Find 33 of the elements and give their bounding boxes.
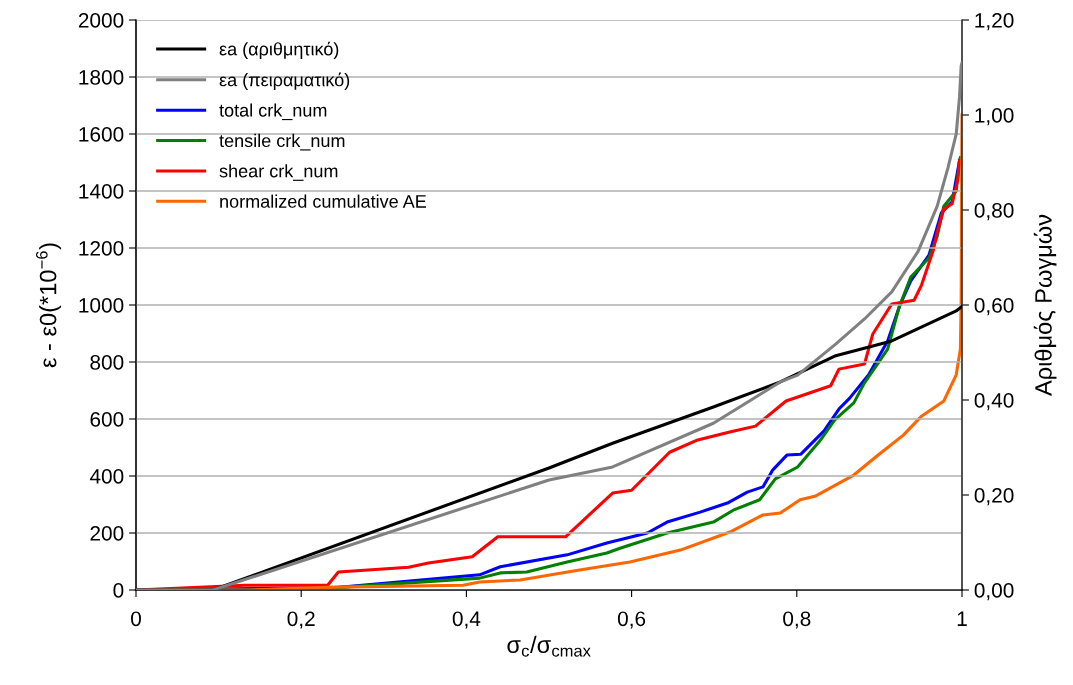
y-tick-label: 1400	[79, 184, 124, 199]
y-tick-label: 1800	[79, 70, 124, 85]
y-tick-label: 800	[90, 355, 124, 370]
x-tick-label: 0	[131, 611, 141, 627]
y2-tick-label: 0,00	[974, 583, 1014, 601]
y-axis-title: ε - ε0(*10$^{−6}$)	[35, 243, 62, 368]
x-axis-title: σ$_{c}$/σ$_{cmax}$	[507, 635, 591, 657]
y2-tick-label: 1,00	[975, 108, 1014, 126]
y-tick-label: 400	[89, 469, 124, 484]
y-tick-label: 200	[90, 526, 124, 541]
y-tick-label: 1000	[79, 298, 124, 313]
x-tick-label: 0,4	[452, 611, 481, 629]
x-tick-label: 0,8	[783, 611, 811, 629]
y-tick-label: 600	[90, 412, 124, 427]
y2-tick-label: 1,20	[975, 13, 1014, 31]
y-tick-label: 1200	[79, 241, 124, 256]
y-tick-label: 2000	[78, 13, 124, 28]
y2-tick-label: 0,80	[974, 203, 1014, 221]
x-tick-label: 1	[957, 611, 967, 626]
y2-tick-label: 0,60	[974, 298, 1014, 316]
y-tick-label: 0	[113, 583, 124, 598]
legend-label: εa (αριθμητικό)	[219, 41, 339, 60]
y2-tick-label: 0,40	[974, 393, 1014, 411]
y2-axis-title: Αριθμός Ρωγμών	[1033, 214, 1057, 396]
legend-label: total crk_num	[219, 103, 327, 121]
x-tick-label: 0,2	[287, 611, 315, 629]
legend-label: normalized cumulative AE	[220, 194, 427, 208]
legend-label: tensile crk_num	[219, 133, 345, 151]
legend-label: εa (πειραματικό)	[219, 72, 350, 90]
legend-label: shear crk_num	[219, 164, 338, 181]
x-tick-label: 0,6	[617, 611, 646, 629]
y2-tick-label: 0,20	[974, 488, 1014, 506]
y-tick-label: 1600	[79, 127, 124, 142]
